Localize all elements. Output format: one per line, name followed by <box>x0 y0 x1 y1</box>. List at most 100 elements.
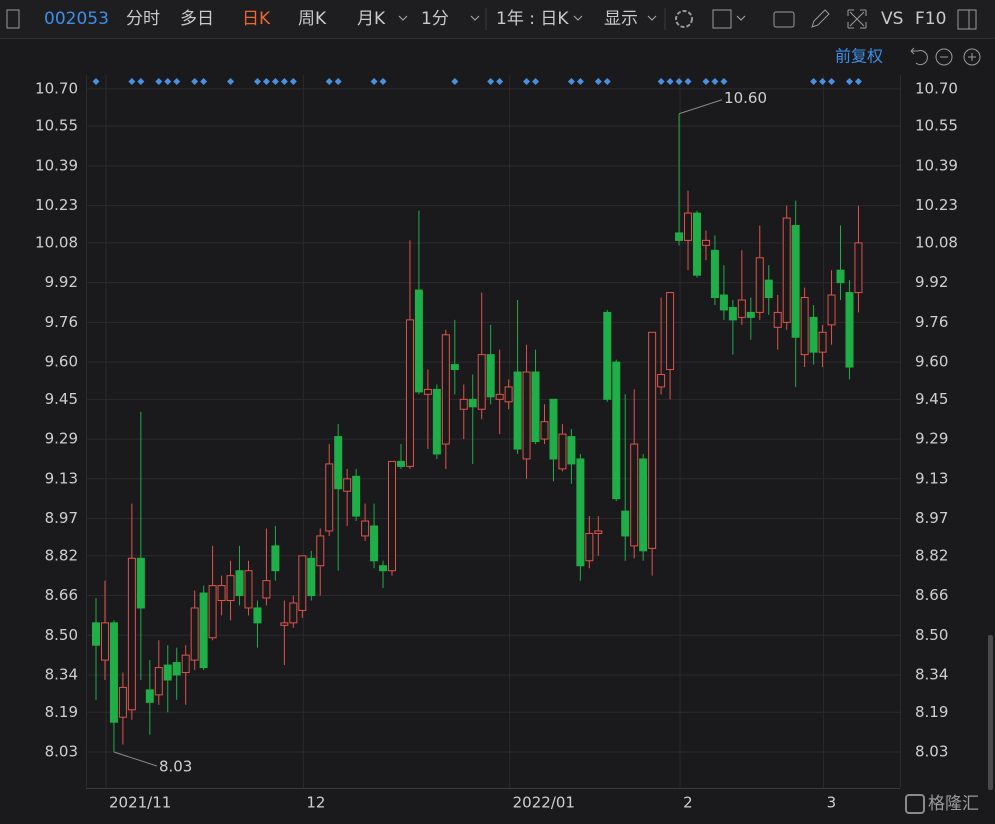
signal-marker <box>92 78 100 85</box>
y-tick-label-right: 9.45 <box>915 390 948 408</box>
period-select[interactable]: 1年 : 日K <box>496 9 569 29</box>
fullscreen-icon[interactable] <box>847 9 867 29</box>
tab[interactable]: 1分 <box>421 9 449 29</box>
candle-body <box>728 306 737 321</box>
candle-body <box>504 386 513 403</box>
y-tick-label: 10.08 <box>35 233 78 251</box>
chevron <box>573 15 583 21</box>
candle-body <box>127 557 136 711</box>
candle-body <box>199 592 208 669</box>
candle-body <box>253 607 262 624</box>
candle-body <box>280 622 289 626</box>
candle-body <box>172 662 181 676</box>
y-tick-label-right: 8.03 <box>915 742 948 760</box>
panel-icon[interactable] <box>957 9 977 30</box>
candle-body <box>621 510 630 537</box>
low-leader <box>113 751 158 767</box>
tab[interactable]: 周K <box>298 9 327 29</box>
candle-body <box>746 311 755 318</box>
y-tick-label: 10.70 <box>35 79 78 97</box>
tab-active[interactable]: 日K <box>242 9 271 29</box>
y-tick-label-right: 10.39 <box>915 156 958 174</box>
candle-body <box>163 664 172 681</box>
candle-body <box>585 532 594 562</box>
watermark-logo <box>905 794 925 814</box>
low-label: 8.03 <box>159 757 192 775</box>
tab[interactable]: 多日 <box>180 9 214 29</box>
candle-body <box>217 585 226 601</box>
signal-marker <box>128 78 136 85</box>
candle-body <box>818 331 827 353</box>
y-tick-label: 9.13 <box>45 469 78 487</box>
candle-body <box>450 364 459 371</box>
candle-body <box>701 239 710 246</box>
display-menu[interactable]: 显示 <box>604 9 638 29</box>
chevron <box>736 15 746 21</box>
candle-body <box>791 224 800 338</box>
candle-body <box>289 602 298 624</box>
f10-button[interactable]: F10 <box>915 9 946 29</box>
tab[interactable]: 月K <box>357 9 386 29</box>
y-tick-label: 10.23 <box>35 196 78 214</box>
signal-marker <box>720 78 728 85</box>
candle-body <box>154 667 163 696</box>
signal-marker <box>164 78 172 85</box>
chevron <box>647 15 657 21</box>
signal-marker <box>702 78 710 85</box>
signal-marker <box>289 78 297 85</box>
signal-marker <box>155 78 163 85</box>
stock-code[interactable]: 002053 <box>44 9 109 29</box>
high-leader <box>678 99 723 115</box>
compare-button[interactable]: VS <box>881 9 903 29</box>
zoom-in[interactable] <box>963 48 981 66</box>
candle-body <box>334 436 343 490</box>
candle-body <box>405 319 414 467</box>
candle-body <box>809 316 818 353</box>
candle-body <box>414 289 423 393</box>
y-tick-label-right: 8.19 <box>915 703 948 721</box>
signal-marker <box>334 78 342 85</box>
y-tick-label: 8.66 <box>45 586 78 604</box>
y-tick-label: 8.34 <box>45 666 78 684</box>
signal-marker <box>567 78 575 85</box>
candle-body <box>388 460 397 572</box>
candle-body <box>181 654 190 674</box>
signal-marker <box>819 78 827 85</box>
candle-body <box>800 297 809 356</box>
y-tick-label: 9.60 <box>45 353 78 371</box>
y-tick-label: 8.19 <box>45 703 78 721</box>
y-tick-label: 8.97 <box>45 509 78 527</box>
signal-marker <box>666 78 674 85</box>
candle-body <box>423 388 432 395</box>
tab[interactable]: 分时 <box>126 9 160 29</box>
signal-marker <box>227 78 235 85</box>
overlay-icon[interactable] <box>712 9 732 29</box>
zoom-out[interactable] <box>935 48 953 66</box>
candle-body <box>136 557 145 609</box>
candle-body <box>495 393 504 400</box>
candle-body <box>540 421 549 440</box>
candle-body <box>441 334 450 445</box>
candle-body <box>549 398 558 460</box>
candle-body <box>307 557 316 597</box>
sidebar-toggle[interactable] <box>6 9 20 29</box>
candle-body <box>737 299 746 318</box>
adjust-mode[interactable]: 前复权 <box>835 47 883 66</box>
signal-marker <box>576 78 584 85</box>
settings-icon[interactable] <box>675 10 693 28</box>
candle-body <box>118 686 127 718</box>
signal-marker <box>828 78 836 85</box>
y-tick-label-right: 9.92 <box>915 273 948 291</box>
candle-body <box>845 292 854 368</box>
scrollbar[interactable] <box>988 635 993 790</box>
draw-icon[interactable] <box>811 9 830 28</box>
candle-body <box>92 622 100 646</box>
candle-body <box>325 463 334 532</box>
signal-marker <box>854 78 862 85</box>
candle-body <box>459 398 468 410</box>
reset-icon[interactable] <box>910 47 928 66</box>
camera-icon[interactable] <box>773 11 795 28</box>
candle-body <box>764 279 773 299</box>
candle-body <box>109 622 118 723</box>
